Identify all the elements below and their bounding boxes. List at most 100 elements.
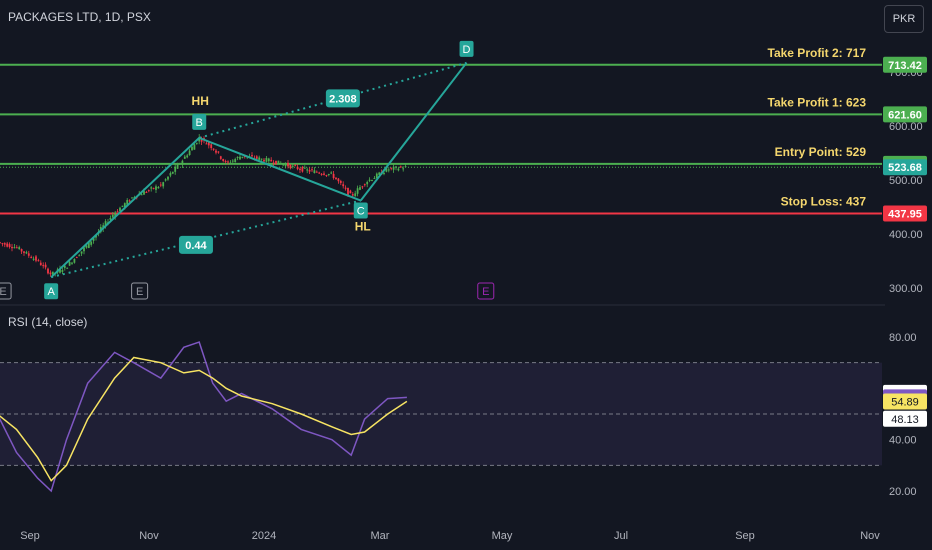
candle-body [294, 164, 297, 166]
candle-body [335, 177, 337, 180]
candle-body [39, 262, 42, 266]
candle-body [354, 193, 357, 197]
candle-body [174, 166, 177, 172]
candle-body [270, 159, 273, 162]
candle-body [315, 171, 318, 173]
rsi-title: RSI (14, close) [8, 315, 88, 329]
price-tick-label: 600.00 [889, 121, 923, 133]
candle-body [181, 160, 184, 165]
candle-body [59, 268, 61, 273]
candle-body [198, 137, 201, 142]
candle-body [359, 187, 361, 190]
candle-body [277, 160, 280, 164]
candle-body [349, 190, 352, 194]
last-price-tag [883, 159, 927, 176]
candle-body [306, 169, 309, 171]
price-tick-label: 500.00 [889, 175, 923, 187]
candle-body [143, 191, 145, 195]
candle-body [311, 169, 313, 171]
x-tick-label: Nov [139, 530, 159, 542]
candle-body [366, 182, 369, 185]
candle-body [176, 164, 179, 169]
rsi-value-tag [883, 410, 927, 427]
candle-body [313, 170, 316, 174]
candle-body [147, 190, 150, 192]
candle-body [179, 163, 181, 165]
candle-body [212, 148, 215, 150]
earnings-marker-text: E [0, 286, 7, 298]
candle-body [342, 184, 345, 187]
candle-body [155, 186, 157, 190]
candle-body [8, 244, 11, 248]
candle-body [200, 139, 203, 142]
candle-body [227, 161, 229, 163]
candle-body [109, 217, 112, 220]
candle-body [224, 161, 227, 163]
candle-body [320, 173, 323, 175]
candle-body [25, 252, 28, 254]
candle-body [42, 265, 45, 267]
candle-body [164, 179, 167, 181]
candle-body [131, 197, 133, 199]
candle-body [263, 159, 265, 162]
candle-body [11, 246, 13, 249]
candle-body [282, 164, 285, 166]
hh-label: HH [192, 94, 209, 108]
candle-body [217, 151, 220, 153]
wave-point-label: C [357, 206, 365, 218]
candle-body [387, 169, 390, 171]
candle-body [92, 238, 95, 241]
candle-body [169, 173, 172, 176]
price-tick-label: 400.00 [889, 229, 923, 241]
hl-label: HL [355, 220, 371, 234]
ratio-line-lower [50, 199, 362, 279]
candle-body [327, 174, 330, 176]
candle-body [114, 212, 117, 217]
wave-point-d [459, 40, 474, 57]
candle-body [0, 242, 1, 244]
candle-body [404, 166, 407, 168]
currency-button[interactable]: PKR [884, 5, 924, 33]
candle-body [402, 168, 405, 170]
candle-body [308, 169, 311, 172]
candle-body [373, 177, 376, 179]
candle-body [49, 272, 52, 275]
candle-body [1, 243, 4, 245]
level-price-tag [883, 106, 927, 123]
x-tick-label: Mar [371, 530, 390, 542]
level-label: Take Profit 1: 623 [768, 95, 867, 109]
candle-body [71, 262, 73, 264]
candle-body [371, 180, 373, 182]
price-tick-label: 300.00 [889, 283, 923, 295]
candle-body [296, 166, 299, 170]
candle-body [193, 144, 196, 150]
candle-body [195, 142, 198, 144]
candle-body [344, 187, 347, 189]
candle-body [159, 184, 162, 186]
x-tick-label: Jul [614, 530, 628, 542]
candle-body [332, 173, 335, 179]
earnings-marker-text: E [482, 286, 489, 298]
candle-body [222, 159, 225, 161]
earnings-marker [131, 282, 149, 300]
rsi-value-tag [883, 393, 927, 410]
candle-body [236, 156, 239, 158]
candle-body [325, 175, 328, 177]
candle-body [6, 243, 9, 247]
rsi-line [0, 341, 407, 493]
wave-point-a [44, 283, 59, 300]
candle-body [289, 164, 292, 169]
ratio-lower [178, 235, 213, 254]
candle-body [239, 156, 241, 160]
wave-point-b [192, 113, 207, 130]
candle-body [152, 187, 155, 189]
candle-body [47, 268, 49, 274]
wave-line [198, 136, 362, 202]
earnings-marker-text: E [136, 286, 143, 298]
candle-body [157, 186, 160, 189]
candle-body [75, 257, 78, 259]
candle-body [356, 188, 359, 194]
candle-body [78, 255, 81, 257]
candle-body [171, 171, 174, 174]
